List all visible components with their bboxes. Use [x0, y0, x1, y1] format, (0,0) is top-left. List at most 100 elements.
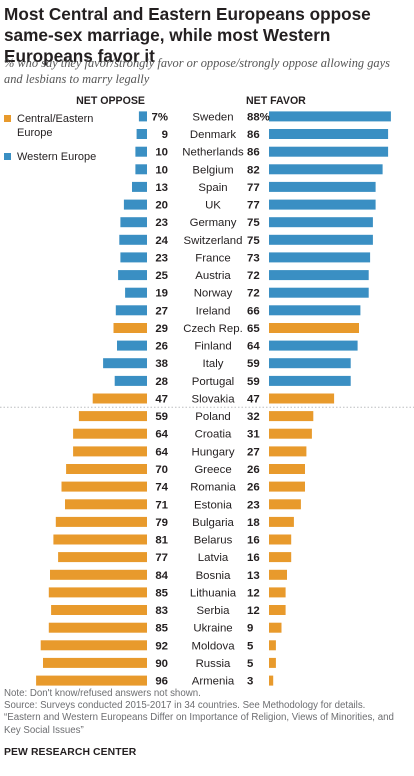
- favor-bar-sweden: [269, 111, 391, 122]
- oppose-bar-belarus: [53, 534, 147, 545]
- favor-bar-slovakia: [269, 393, 335, 404]
- oppose-bar-switzerland: [119, 234, 147, 245]
- country-label-latvia: Latvia: [198, 552, 229, 564]
- favor-label-serbia: 12: [247, 605, 260, 617]
- oppose-label-estonia: 71: [155, 499, 168, 511]
- favor-bar-belgium: [269, 164, 383, 175]
- oppose-label-bulgaria: 79: [155, 517, 168, 529]
- country-label-norway: Norway: [194, 288, 233, 300]
- oppose-bar-finland: [117, 340, 147, 351]
- favor-bar-bulgaria: [269, 516, 294, 527]
- oppose-label-spain: 13: [155, 182, 168, 194]
- oppose-bar-belgium: [135, 164, 147, 175]
- net-favor-header: NET FAVOR: [246, 95, 306, 107]
- oppose-bar-portugal: [114, 375, 147, 386]
- report-title: “Eastern and Western Europeans Differ on…: [4, 712, 394, 736]
- oppose-label-hungary: 64: [155, 446, 168, 458]
- favor-bar-italy: [269, 358, 351, 369]
- oppose-label-norway: 19: [155, 288, 168, 300]
- favor-label-croatia: 31: [247, 429, 260, 441]
- oppose-label-ukraine: 85: [155, 623, 168, 635]
- oppose-bar-greece: [66, 464, 147, 474]
- oppose-label-switzerland: 24: [155, 235, 168, 247]
- favor-bar-netherlands: [269, 146, 389, 157]
- favor-label-denmark: 86: [247, 129, 260, 141]
- legend-swatch-central-eastern: [4, 115, 11, 122]
- favor-label-norway: 72: [247, 288, 260, 300]
- oppose-bar-croatia: [73, 428, 147, 439]
- favor-bar-denmark: [269, 129, 389, 139]
- favor-label-austria: 72: [247, 270, 260, 282]
- favor-bar-russia: [269, 657, 276, 668]
- favor-label-spain: 77: [247, 182, 260, 194]
- favor-bar-uk: [269, 199, 376, 210]
- favor-bar-lithuania: [269, 587, 286, 598]
- country-label-estonia: Estonia: [194, 499, 233, 511]
- favor-label-estonia: 23: [247, 499, 260, 511]
- oppose-bar-denmark: [136, 129, 147, 139]
- favor-bar-bosnia: [269, 569, 287, 580]
- favor-bar-latvia: [269, 552, 292, 563]
- oppose-bar-spain: [132, 181, 147, 192]
- country-label-sweden: Sweden: [192, 111, 233, 123]
- oppose-bar-netherlands: [135, 146, 147, 157]
- favor-bar-france: [269, 252, 371, 263]
- favor-bar-serbia: [269, 605, 286, 615]
- favor-label-poland: 32: [247, 411, 260, 423]
- favor-label-netherlands: 86: [247, 147, 260, 159]
- oppose-bar-czech-rep: [113, 323, 147, 333]
- oppose-label-ireland: 27: [155, 305, 168, 317]
- country-label-czech-rep: Czech Rep.: [183, 323, 243, 335]
- country-label-spain: Spain: [198, 182, 227, 194]
- favor-label-belgium: 82: [247, 164, 260, 176]
- oppose-label-moldova: 92: [155, 640, 168, 652]
- oppose-label-finland: 26: [155, 341, 168, 353]
- legend-label-central-eastern: Central/Eastern Europe: [17, 113, 94, 139]
- country-label-poland: Poland: [195, 411, 230, 423]
- country-label-slovakia: Slovakia: [191, 394, 235, 406]
- source-text: Source: Surveys conducted 2015-2017 in 3…: [4, 700, 366, 712]
- favor-label-romania: 26: [247, 482, 260, 494]
- oppose-label-armenia: 96: [155, 676, 168, 688]
- oppose-bar-france: [120, 252, 147, 263]
- oppose-label-germany: 23: [155, 217, 168, 229]
- favor-bar-belarus: [269, 534, 292, 545]
- legend-item-central-eastern: Central/Eastern Europe: [4, 112, 104, 142]
- favor-bar-armenia: [269, 675, 274, 686]
- country-label-bosnia: Bosnia: [196, 570, 231, 582]
- favor-label-slovakia: 47: [247, 394, 260, 406]
- favor-label-armenia: 3: [247, 676, 253, 688]
- oppose-label-denmark: 9: [162, 129, 168, 141]
- favor-bar-spain: [269, 181, 376, 192]
- favor-label-switzerland: 75: [247, 235, 260, 247]
- favor-bar-norway: [269, 287, 369, 298]
- oppose-bar-romania: [61, 481, 147, 492]
- country-label-finland: Finland: [194, 341, 231, 353]
- country-label-serbia: Serbia: [197, 605, 231, 617]
- favor-bar-greece: [269, 464, 305, 474]
- oppose-label-austria: 25: [155, 270, 168, 282]
- oppose-label-sweden: 7%: [152, 111, 168, 123]
- favor-label-finland: 64: [247, 341, 260, 353]
- oppose-bar-ukraine: [48, 622, 147, 633]
- country-label-austria: Austria: [195, 270, 231, 282]
- oppose-bar-russia: [43, 657, 147, 668]
- country-label-hungary: Hungary: [191, 446, 234, 458]
- favor-bar-austria: [269, 270, 369, 281]
- oppose-label-italy: 38: [155, 358, 168, 370]
- net-oppose-header: NET OPPOSE: [76, 95, 145, 107]
- favor-label-portugal: 59: [247, 376, 260, 388]
- favor-label-czech-rep: 65: [247, 323, 260, 335]
- oppose-bar-hungary: [73, 446, 147, 457]
- country-label-ukraine: Ukraine: [193, 623, 232, 635]
- favor-label-russia: 5: [247, 658, 254, 670]
- favor-bar-croatia: [269, 428, 312, 439]
- legend-label-western: Western Europe: [17, 151, 97, 163]
- chart-subtitle: % who say they favor/strongly favor or o…: [4, 56, 390, 86]
- oppose-bar-italy: [103, 358, 147, 369]
- bar-chart: NET OPPOSE NET FAVOR 7% Sweden 88% 9 Denmark…: [0, 95, 414, 688]
- oppose-label-greece: 70: [155, 464, 168, 476]
- favor-bar-switzerland: [269, 234, 373, 245]
- oppose-bar-latvia: [58, 552, 147, 563]
- country-label-russia: Russia: [196, 658, 231, 670]
